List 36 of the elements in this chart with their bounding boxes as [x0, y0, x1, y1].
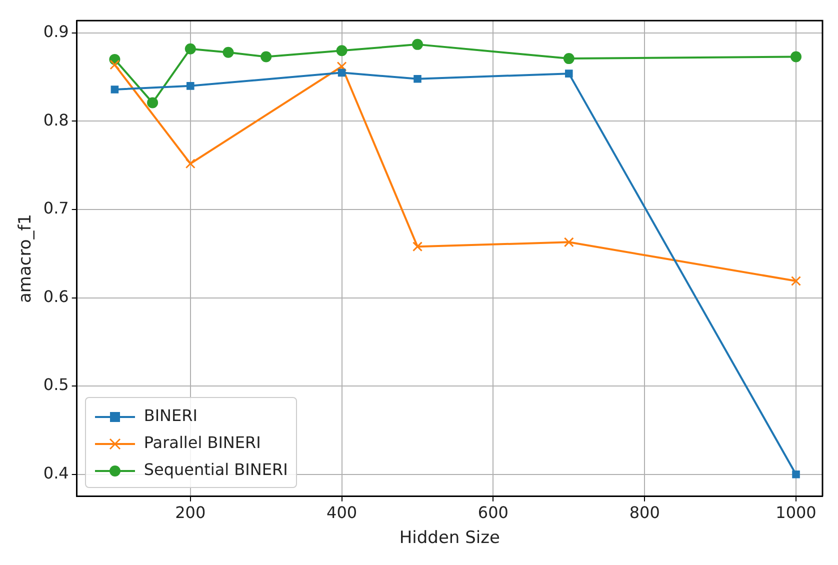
point — [260, 51, 272, 62]
point — [792, 470, 800, 478]
point — [564, 237, 574, 248]
x-axis-title: Hidden Size — [399, 528, 500, 548]
x-tick-label: 1000 — [776, 503, 816, 522]
legend-label: Parallel BINERI — [144, 433, 261, 452]
x-tick-label: 200 — [175, 503, 206, 522]
point — [147, 97, 158, 108]
legend-label: BINERI — [144, 406, 198, 426]
point — [222, 46, 234, 58]
y-tick-label: 0.9 — [43, 22, 69, 42]
y-tick-label: 0.6 — [43, 286, 69, 306]
point — [185, 158, 196, 169]
point — [186, 82, 194, 90]
point — [412, 38, 423, 50]
point — [565, 70, 573, 78]
y-tick-label: 0.4 — [43, 463, 69, 482]
point — [336, 62, 347, 72]
x-tick-label: 800 — [629, 503, 660, 522]
legend-label: Sequential BINERI — [144, 460, 288, 480]
point — [563, 53, 574, 64]
y-tick-label: 0.8 — [43, 110, 69, 130]
x-tick-label: 400 — [326, 503, 358, 522]
point — [110, 60, 120, 70]
point — [110, 86, 119, 94]
point — [336, 45, 348, 56]
point — [790, 51, 802, 62]
point — [414, 74, 422, 83]
point — [791, 276, 801, 286]
point — [412, 242, 422, 252]
y-tick-label: 0.7 — [43, 198, 69, 218]
point — [338, 68, 346, 77]
point — [184, 43, 196, 54]
y-axis-title: amacro_f1 — [16, 214, 36, 304]
x-tick-label: 600 — [478, 503, 508, 522]
y-tick-label: 0.5 — [43, 375, 69, 394]
